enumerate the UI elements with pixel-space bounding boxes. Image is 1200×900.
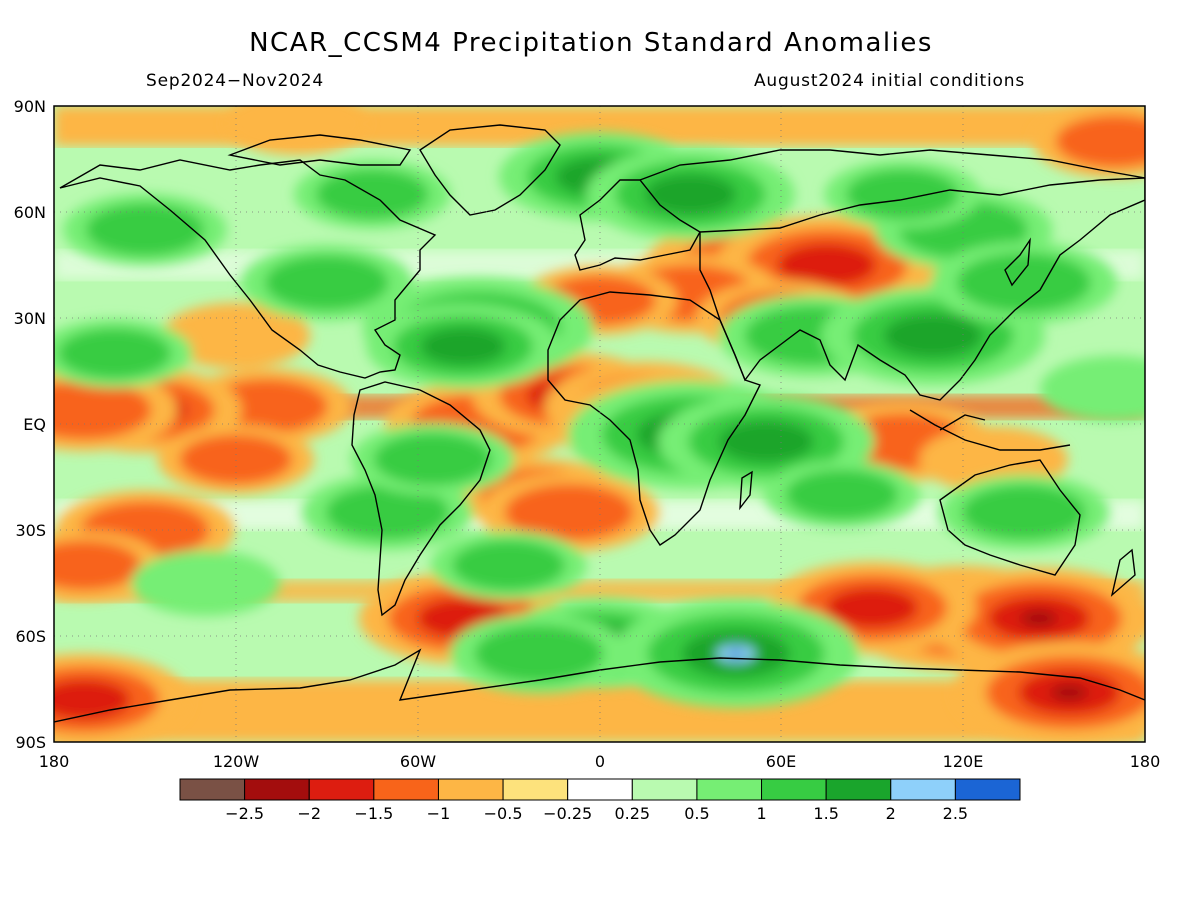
anomaly-region [161, 302, 311, 369]
anomaly-field-layer [54, 106, 1145, 742]
colorbar-swatch [373, 778, 439, 801]
anomaly-region [474, 625, 604, 683]
lat-label: 60S [15, 627, 46, 646]
colorbar-label: −2 [297, 804, 321, 823]
lat-label: 90S [15, 733, 46, 752]
anomaly-region [325, 485, 450, 540]
anomaly-region [777, 243, 877, 287]
colorbar-label: −2.5 [225, 804, 264, 823]
colorbar-label: −1.5 [354, 804, 393, 823]
colorbar-swatch [761, 778, 827, 801]
anomaly-region [85, 203, 204, 256]
colorbar-swatch [954, 778, 1021, 801]
colorbar-swatch [179, 778, 246, 801]
anomaly-region [58, 328, 171, 379]
lat-axis: 90N 60N 30N EQ 30S 60S 90S [14, 97, 46, 752]
colorbar-swatch [437, 778, 504, 801]
colorbar-swatch [244, 778, 310, 801]
africa-coast [547, 291, 761, 546]
anomaly-region [956, 253, 1091, 313]
colorbar-swatch [502, 778, 569, 801]
colorbar-label: −0.25 [543, 804, 592, 823]
arctic-islands-coast [227, 134, 412, 166]
lat-label: 30N [14, 309, 46, 328]
maritime-continent-coast [909, 409, 1071, 451]
colorbar-swatch [696, 778, 763, 801]
anomaly-region [729, 649, 742, 658]
anomaly-region [962, 485, 1086, 540]
lon-label: 180 [39, 752, 70, 771]
anomaly-region [1055, 115, 1145, 168]
anomaly-region [54, 540, 141, 591]
colorbar-swatch [567, 778, 633, 801]
japan-coast [1004, 237, 1031, 287]
colorbar-swatch [890, 778, 956, 801]
lon-axis: 180 120W 60W 0 60E 120E 180 [39, 752, 1161, 771]
colorbar-label: −1 [427, 804, 451, 823]
anomaly-region [54, 679, 131, 720]
anomaly-region [1040, 355, 1145, 422]
antarctica-coast [54, 648, 1145, 723]
anomaly-region [1020, 610, 1058, 627]
colorbar-swatch [825, 778, 892, 801]
anomaly-region [644, 174, 737, 215]
anomaly-region [315, 169, 429, 220]
new-zealand-coast [1110, 548, 1136, 597]
anomaly-region [452, 540, 565, 591]
lon-label: 0 [595, 752, 605, 771]
anomaly-region [785, 469, 899, 520]
arctic-russia-coast [639, 149, 1145, 181]
lat-label: 90N [14, 97, 46, 116]
coastlines [54, 124, 1145, 723]
colorbar-label: 2.5 [943, 804, 968, 823]
asia-coast [699, 177, 1145, 401]
madagascar-coast [739, 470, 753, 511]
colorbar-swatch [308, 778, 375, 801]
lon-label: 120E [943, 752, 984, 771]
colorbar-label: 0.5 [684, 804, 709, 823]
colorbar-label: 0.25 [614, 804, 650, 823]
colorbar-label: 2 [886, 804, 896, 823]
colorbar: −2.5 −2 −1.5 −1 −0.5 −0.25 0.25 0.5 1 1.5 2 2.5 [179, 778, 1021, 823]
gridlines [54, 106, 1145, 742]
anomaly-region [420, 327, 506, 366]
colorbar-label: 1.5 [813, 804, 838, 823]
colorbar-label: −0.5 [484, 804, 523, 823]
anomaly-region [131, 550, 280, 616]
anomaly-region [504, 483, 634, 541]
lon-label: 60W [400, 752, 436, 771]
anomaly-region [718, 420, 814, 463]
anomaly-region [179, 434, 293, 485]
initial-conditions: August2024 initial conditions [754, 71, 1025, 91]
anomaly-region [54, 380, 152, 440]
forecast-period: Sep2024−Nov2024 [146, 71, 324, 91]
lon-label: 60E [766, 752, 796, 771]
south-america-coast [351, 381, 491, 617]
map-frame [53, 105, 1146, 743]
anomaly-region [265, 255, 389, 310]
lat-label: 60N [14, 203, 46, 222]
anomaly-region [373, 433, 492, 486]
colorbar-swatch [631, 778, 698, 801]
colorbar-label: 1 [756, 804, 766, 823]
anomaly-region [883, 313, 983, 358]
anomaly-region [1050, 684, 1088, 701]
anomaly-region [826, 587, 919, 628]
lon-label: 120W [213, 752, 260, 771]
australia-coast [939, 459, 1081, 576]
lat-label: EQ [23, 415, 46, 434]
greenland-coast [419, 124, 561, 216]
map-title: NCAR_CCSM4 Precipitation Standard Anomal… [249, 28, 933, 58]
anomaly-region [846, 169, 959, 220]
lat-label: 30S [15, 521, 46, 540]
lon-label: 180 [1130, 752, 1161, 771]
anomaly-region [225, 106, 368, 155]
europe-coast [574, 179, 701, 271]
